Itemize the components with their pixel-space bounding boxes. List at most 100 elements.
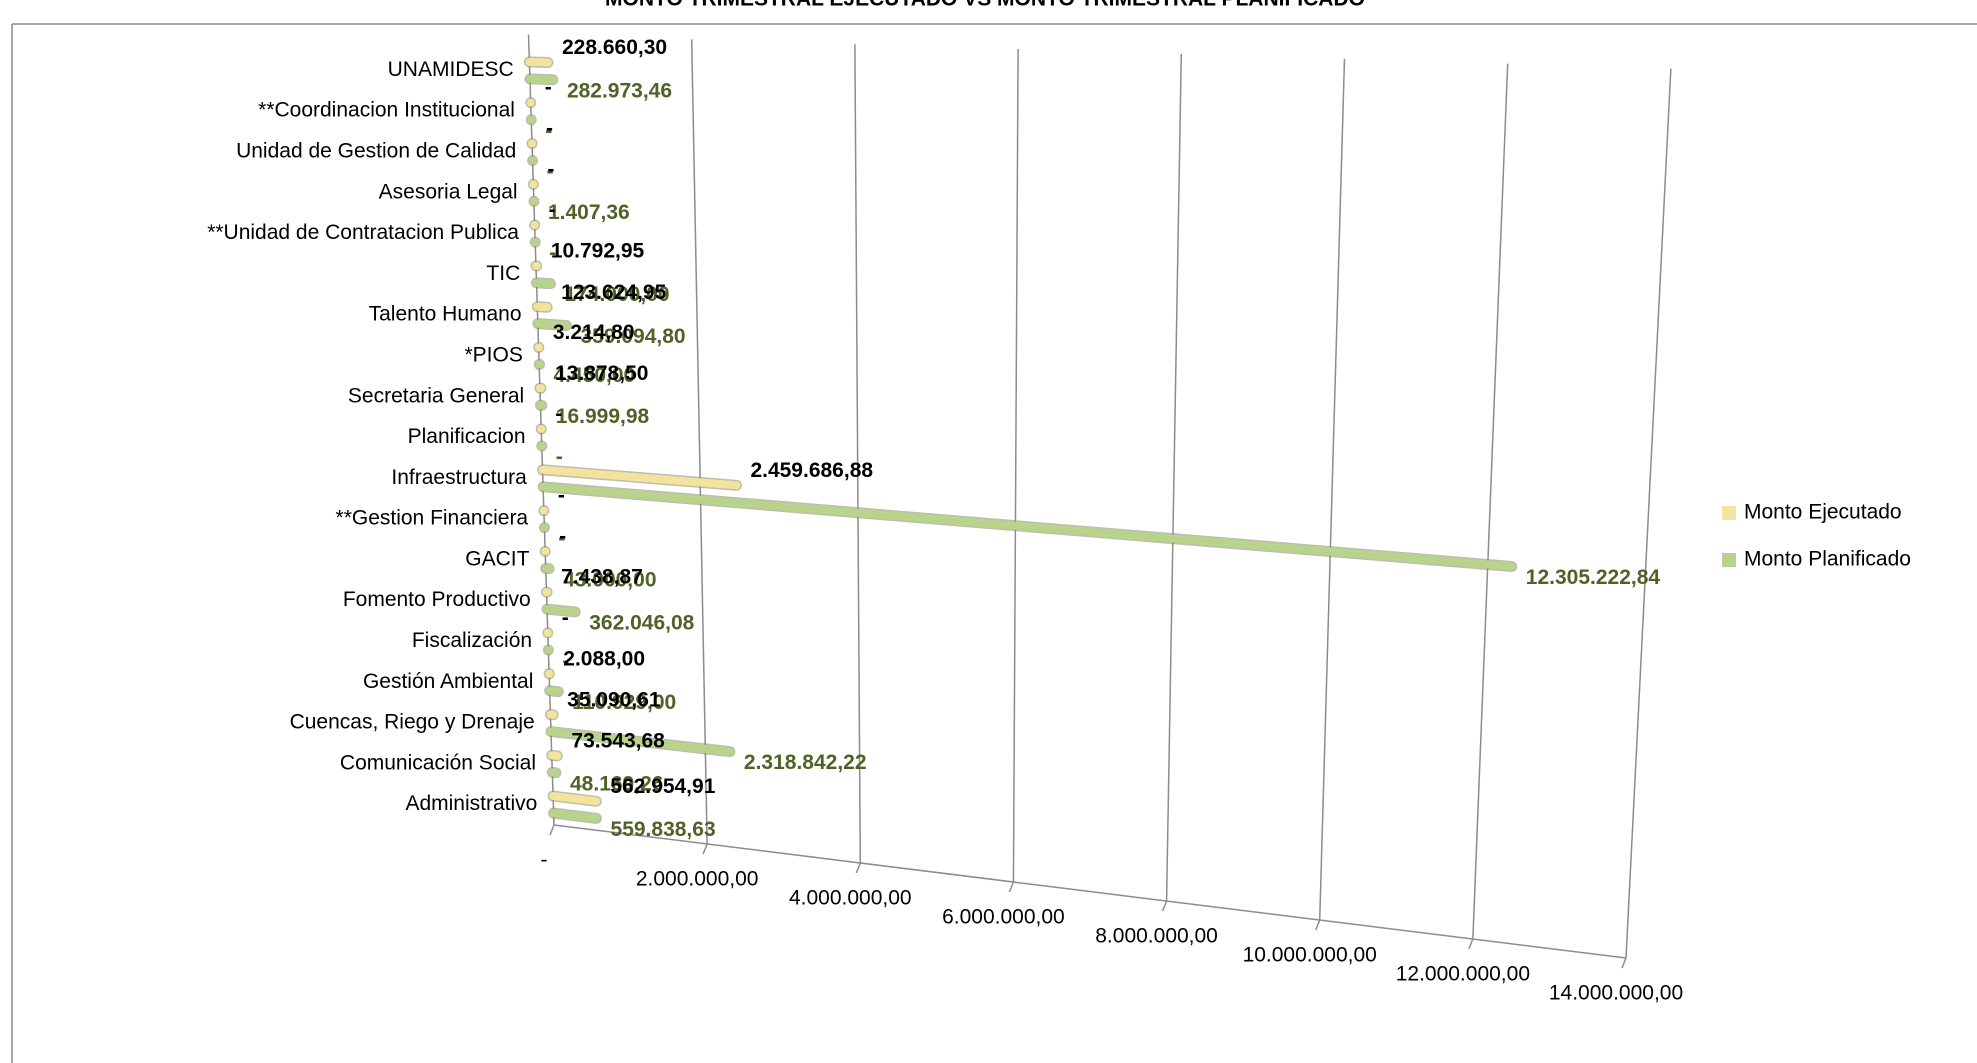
value-label: 110.929,00 xyxy=(572,691,676,714)
value-label: 559.838,63 xyxy=(611,818,716,841)
value-label: 562.954,91 xyxy=(610,775,715,798)
category-label: **Coordinacion Institucional xyxy=(258,99,515,122)
value-label: 174.000,00 xyxy=(564,283,669,306)
category-label: Fomento Productivo xyxy=(343,588,531,611)
tick-mark xyxy=(1621,957,1627,969)
category-label: **Unidad de Contratacion Publica xyxy=(207,221,519,244)
value-label: - xyxy=(546,117,553,140)
value-label: 35.090,61 xyxy=(567,688,661,711)
value-label: 3.214,80 xyxy=(553,321,635,344)
value-label: - xyxy=(545,119,552,142)
category-label: TIC xyxy=(486,262,520,285)
legend-label: Monto Ejecutado xyxy=(1744,501,1902,524)
legend-swatch xyxy=(1722,506,1736,520)
category-label: UNAMIDESC xyxy=(388,58,514,81)
category-label: Infraestructura xyxy=(391,466,527,489)
grid-line xyxy=(690,39,708,845)
category-label: *PIOS xyxy=(465,343,523,366)
bar xyxy=(547,751,562,760)
value-label: 2.318.842,22 xyxy=(744,751,867,774)
value-label: 282.973,46 xyxy=(567,79,672,102)
x-tick-label: 10.000.000,00 xyxy=(1243,944,1377,967)
x-tick-label: 8.000.000,00 xyxy=(1095,925,1218,948)
bar xyxy=(549,809,601,823)
bar xyxy=(525,74,557,84)
x-tick-label: 6.000.000,00 xyxy=(942,906,1065,929)
value-label: - xyxy=(562,606,569,629)
tick-mark xyxy=(1468,938,1474,950)
value-label: 16.999,98 xyxy=(556,405,650,428)
value-label: 13.878,50 xyxy=(555,362,648,385)
bar xyxy=(525,57,553,67)
grid-line xyxy=(1012,49,1019,883)
value-label: 123.624,95 xyxy=(561,281,666,304)
x-axis xyxy=(553,824,1627,959)
grid-line xyxy=(1625,68,1672,959)
bar xyxy=(532,278,555,288)
category-label: Planificacion xyxy=(408,425,526,448)
value-label: - xyxy=(558,484,565,507)
value-label: 4.450,00 xyxy=(553,364,635,387)
tick-mark xyxy=(549,824,555,836)
bar xyxy=(545,686,563,696)
x-tick-label: 2.000.000,00 xyxy=(636,868,759,891)
category-label: GACIT xyxy=(465,547,529,570)
value-label: 48.169,26 xyxy=(570,772,663,795)
bar xyxy=(546,727,734,756)
value-label: 359.094,80 xyxy=(580,325,685,348)
grid-line xyxy=(1165,53,1183,902)
value-label: - xyxy=(549,199,556,222)
grid-line xyxy=(854,44,862,864)
category-label: Secretaria General xyxy=(348,384,524,407)
tick-mark xyxy=(855,862,861,874)
legend-swatch xyxy=(1722,553,1736,567)
value-label: - xyxy=(562,650,569,673)
category-label: Talento Humano xyxy=(369,303,522,326)
value-label: 2.088,00 xyxy=(563,647,645,670)
category-label: Cuencas, Riego y Drenaje xyxy=(290,711,535,734)
legend-label: Monto Planificado xyxy=(1744,548,1911,571)
value-label: 362.046,08 xyxy=(589,611,694,634)
bar xyxy=(549,792,601,806)
bar xyxy=(543,605,580,616)
tick-mark xyxy=(1315,919,1321,931)
value-label: - xyxy=(547,158,554,181)
category-label: Administrativo xyxy=(405,792,537,815)
x-tick-label: - xyxy=(541,849,548,872)
category-label: **Gestion Financiera xyxy=(336,507,529,530)
x-tick-label: 4.000.000,00 xyxy=(789,887,912,910)
value-label: - xyxy=(556,446,563,469)
bar xyxy=(539,482,1516,571)
category-label: Asesoria Legal xyxy=(379,180,518,203)
value-label: - xyxy=(547,160,554,183)
value-label: 43.000,00 xyxy=(563,568,656,591)
value-label: 2.459.686,88 xyxy=(750,459,873,482)
tick-mark xyxy=(1008,881,1015,893)
chart-title: MONTO TRIMESTRAL EJECUTADO VS MONTO TRIM… xyxy=(605,0,1365,11)
value-label: - xyxy=(559,525,566,548)
x-tick-label: 12.000.000,00 xyxy=(1396,963,1530,986)
category-label: Comunicación Social xyxy=(340,751,536,774)
category-label: Fiscalización xyxy=(412,629,532,652)
value-label: - xyxy=(545,76,552,99)
grid-line xyxy=(1318,58,1346,921)
bar xyxy=(533,302,552,312)
x-tick-label: 14.000.000,00 xyxy=(1549,982,1683,1005)
value-label: - xyxy=(558,527,565,550)
grid-line xyxy=(1472,63,1509,940)
category-label: Gestión Ambiental xyxy=(363,670,533,693)
value-label: 7.438,87 xyxy=(561,566,643,589)
value-label: 1.407,36 xyxy=(548,201,630,224)
value-label: - xyxy=(555,403,562,426)
value-label: 10.792,95 xyxy=(551,239,645,262)
tick-mark xyxy=(1161,900,1168,912)
tick-mark xyxy=(702,843,708,855)
value-label: - xyxy=(549,242,556,265)
value-label: 228.660,30 xyxy=(562,36,667,59)
bar xyxy=(533,319,571,330)
category-label: Unidad de Gestion de Calidad xyxy=(236,140,516,163)
value-label: 12.305.222,84 xyxy=(1526,566,1661,589)
value-label: 73.543,68 xyxy=(571,729,665,752)
